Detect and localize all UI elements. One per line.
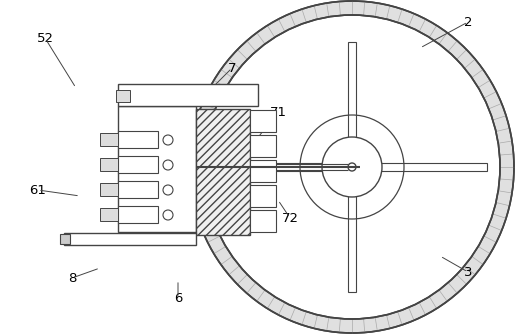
Ellipse shape bbox=[204, 15, 500, 319]
Polygon shape bbox=[196, 109, 250, 235]
Polygon shape bbox=[116, 90, 130, 102]
Text: 52: 52 bbox=[36, 31, 53, 45]
Polygon shape bbox=[100, 208, 118, 221]
Text: 6: 6 bbox=[174, 291, 182, 305]
Polygon shape bbox=[64, 233, 196, 245]
Polygon shape bbox=[250, 110, 276, 132]
Polygon shape bbox=[250, 135, 276, 157]
Circle shape bbox=[163, 135, 173, 145]
Circle shape bbox=[163, 210, 173, 220]
Polygon shape bbox=[250, 185, 276, 207]
Text: 8: 8 bbox=[68, 271, 76, 284]
Polygon shape bbox=[118, 156, 158, 173]
Polygon shape bbox=[118, 181, 158, 198]
Circle shape bbox=[348, 163, 356, 171]
Polygon shape bbox=[118, 106, 196, 232]
Polygon shape bbox=[100, 183, 118, 196]
Polygon shape bbox=[250, 210, 276, 232]
Polygon shape bbox=[60, 234, 70, 244]
Polygon shape bbox=[100, 158, 118, 171]
Polygon shape bbox=[217, 163, 487, 171]
Circle shape bbox=[322, 137, 382, 197]
Text: 72: 72 bbox=[281, 211, 298, 224]
Text: 71: 71 bbox=[269, 106, 286, 119]
Polygon shape bbox=[100, 133, 118, 146]
Polygon shape bbox=[118, 131, 158, 148]
Text: 3: 3 bbox=[464, 266, 472, 278]
Circle shape bbox=[163, 160, 173, 170]
Ellipse shape bbox=[190, 1, 514, 333]
Polygon shape bbox=[348, 42, 356, 292]
Text: 2: 2 bbox=[464, 15, 472, 28]
Text: 7: 7 bbox=[228, 62, 236, 74]
Text: 61: 61 bbox=[30, 184, 47, 197]
Circle shape bbox=[163, 185, 173, 195]
Polygon shape bbox=[118, 84, 258, 106]
Polygon shape bbox=[118, 206, 158, 223]
Polygon shape bbox=[250, 160, 276, 182]
